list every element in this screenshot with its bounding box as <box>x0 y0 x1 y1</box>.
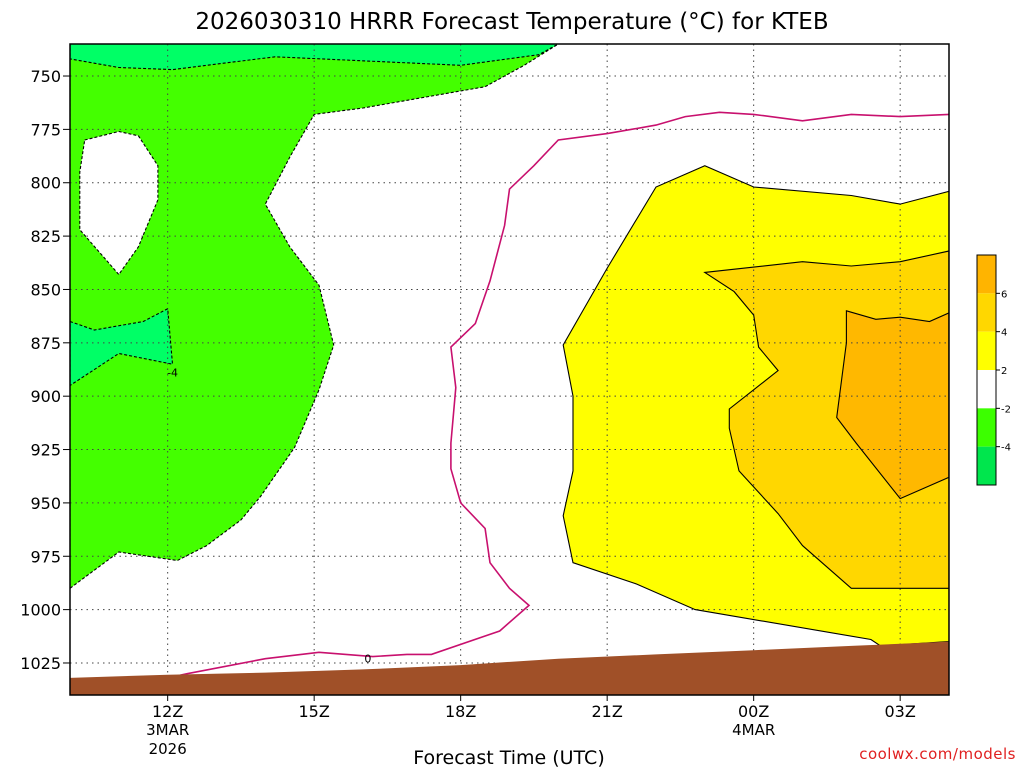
above-4-contour-1 <box>703 250 949 589</box>
colorbar-label-5: -4 <box>1001 443 1011 454</box>
zero-degree-contour <box>177 111 949 677</box>
colorbar-swatch-6 <box>977 446 996 485</box>
y-axis: 750 775 800 825 850 875 900 925 950 975 1000 1025 <box>20 67 70 673</box>
credit-text: coolwx.com/models <box>859 745 1016 763</box>
plot-frame <box>69 43 950 696</box>
grid-layer <box>70 44 949 695</box>
below-minus-4-contour-1 <box>70 44 559 71</box>
below-minus-2-region-1 <box>70 44 559 589</box>
below-minus-4-region-2 <box>70 308 173 386</box>
hole-white-region-1 <box>79 131 158 275</box>
colorbar-label-4: -2 <box>1001 404 1011 415</box>
x-date-label-12Z-1: 3MAR <box>146 721 189 739</box>
colorbar: 6 4 2 -2 -4 <box>976 254 1011 486</box>
y-tick-label-825: 825 <box>30 227 61 246</box>
colorbar-swatch-2 <box>977 293 996 332</box>
colorbar-label-3: 2 <box>1001 366 1007 377</box>
x-tick-label-03Z: 03Z <box>885 702 916 721</box>
contour-line-layer <box>70 44 949 677</box>
x-date-label-00Z-1: 4MAR <box>732 721 775 739</box>
x-date-label-12Z-2: 2026 <box>149 740 187 758</box>
y-tick-label-1000: 1000 <box>20 601 61 620</box>
contour-label-1: -4 <box>167 367 178 380</box>
x-tick-label-15Z: 15Z <box>299 702 330 721</box>
contour-labels-layer: -4 0 <box>167 367 371 666</box>
temperature-fill-layer <box>70 44 949 646</box>
colorbar-swatch-1 <box>977 255 996 294</box>
hole-white-contour-1 <box>79 130 159 276</box>
above-6-contour-1 <box>836 310 949 500</box>
y-tick-label-975: 975 <box>30 547 61 566</box>
colorbar-swatch-3 <box>977 331 996 370</box>
ground-surface <box>70 641 949 695</box>
y-tick-label-950: 950 <box>30 494 61 513</box>
y-tick-label-750: 750 <box>30 67 61 86</box>
ground-layer <box>70 641 949 695</box>
y-tick-label-775: 775 <box>30 120 61 139</box>
below-minus-4-region-1 <box>70 44 559 70</box>
x-tick-label-21Z: 21Z <box>592 702 623 721</box>
colorbar-label-2: 4 <box>1001 328 1007 339</box>
chart-title: 2026030310 HRRR Forecast Temperature (°C… <box>195 9 828 35</box>
x-axis-title: Forecast Time (UTC) <box>413 747 604 768</box>
y-tick-label-875: 875 <box>30 334 61 353</box>
x-tick-label-00Z: 00Z <box>738 702 769 721</box>
x-tick-label-12Z: 12Z <box>152 702 183 721</box>
below-minus-4-contour-2 <box>70 307 174 387</box>
x-tick-label-18Z: 18Z <box>445 702 476 721</box>
colorbar-swatch-5 <box>977 408 996 447</box>
colorbar-label-1: 6 <box>1001 289 1007 300</box>
y-tick-label-925: 925 <box>30 441 61 460</box>
y-tick-label-800: 800 <box>30 174 61 193</box>
below-minus-2-contour-1 <box>70 44 560 589</box>
contour-label-2: 0 <box>364 653 371 666</box>
y-tick-label-850: 850 <box>30 280 61 299</box>
y-tick-label-1025: 1025 <box>20 654 61 673</box>
colorbar-swatch-4 <box>977 370 996 409</box>
above-6-region-1 <box>836 310 949 499</box>
y-tick-label-900: 900 <box>30 387 61 406</box>
